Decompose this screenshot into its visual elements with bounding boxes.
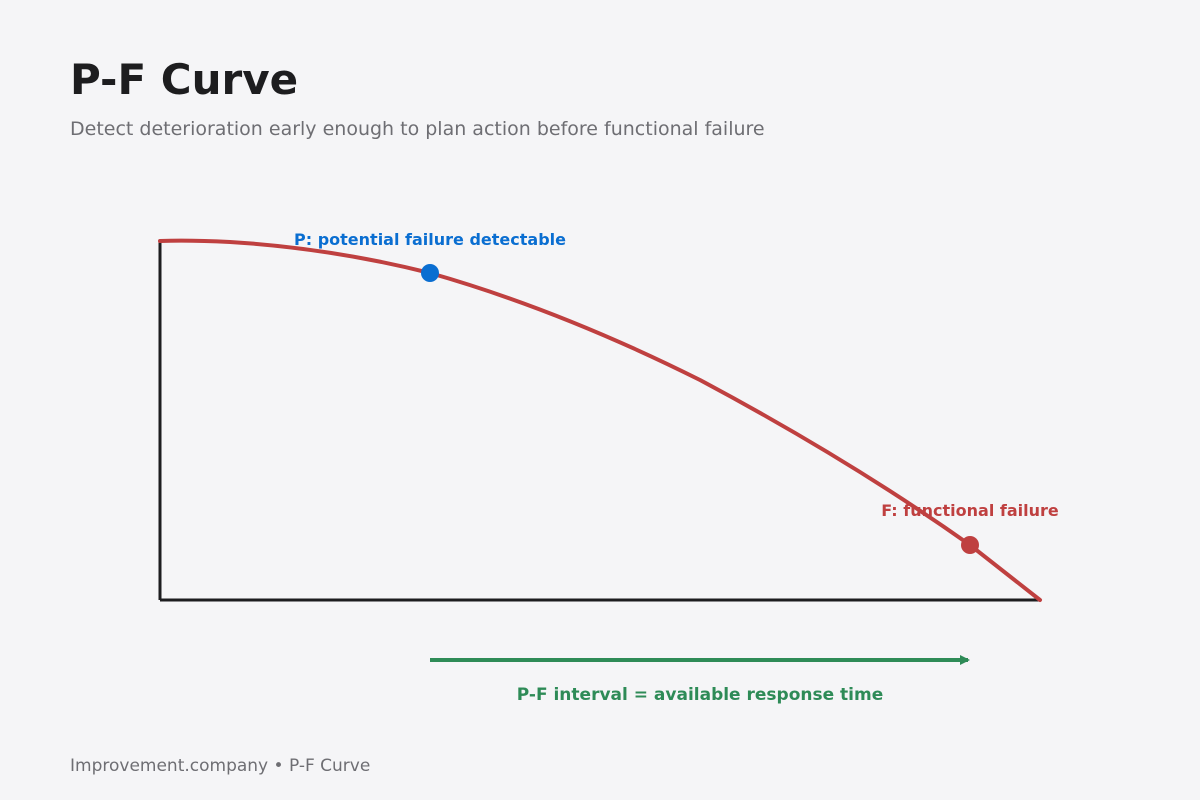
condition-curve (158, 238, 1042, 602)
f-point-label: F: functional failure (881, 501, 1059, 520)
pf-interval-label: P-F interval = available response time (517, 685, 884, 705)
f-point-marker (961, 536, 979, 554)
page-title: P-F Curve (70, 55, 299, 104)
footer-credit: Improvement.company • P-F Curve (70, 756, 371, 776)
p-point-label: P: potential failure detectable (294, 230, 566, 249)
page-subtitle: Detect deterioration early enough to pla… (70, 118, 765, 140)
p-point-marker (421, 264, 439, 282)
